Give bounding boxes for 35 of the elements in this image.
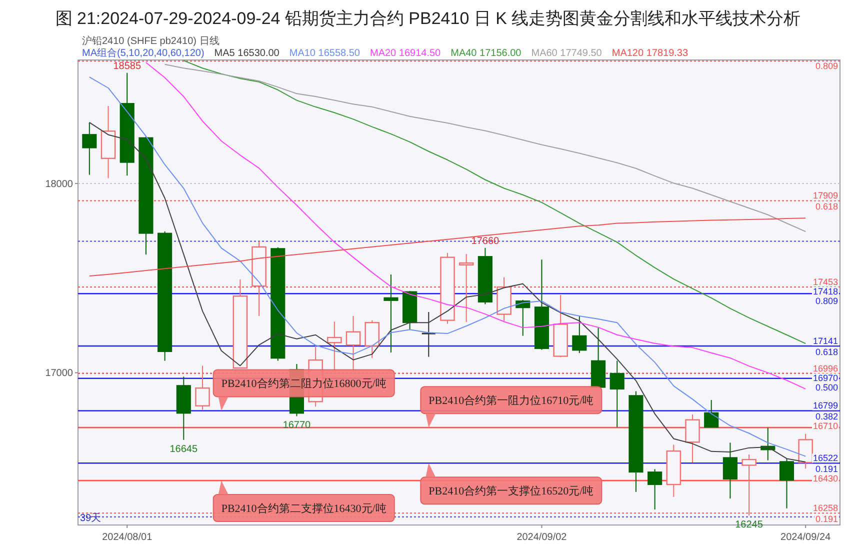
text: MA60 17749.50 bbox=[531, 48, 602, 59]
annotation: 0.809 bbox=[815, 61, 838, 71]
annotation: 16245 bbox=[735, 520, 764, 531]
ref-line-label: 17909 0.618 bbox=[812, 190, 838, 212]
text: MA10 16558.50 bbox=[289, 48, 360, 59]
text: MA5 16530.00 bbox=[214, 48, 280, 59]
annotation: 18585 bbox=[113, 60, 142, 72]
annotation: PB2410合约第一支撑位16520元/吨 bbox=[428, 484, 594, 498]
text: MA120 17819.33 bbox=[612, 48, 688, 59]
chart-title: 图 21:2024-07-29-2024-09-24 铅期货主力合约 PB2410 日 K 线走势图黄金分割线和水平线技术分析 bbox=[55, 9, 801, 28]
annotation: 17660 bbox=[471, 236, 500, 247]
y-tick-label: 17000 bbox=[45, 368, 74, 380]
annotation: PB2410合约第二阻力位16800元/吨 bbox=[221, 377, 386, 390]
x-tick-label: 2024/09/24 bbox=[780, 532, 832, 543]
text: MA40 17156.00 bbox=[450, 48, 522, 59]
chart-subtitle: 沪铅2410 (SHFE pb2410) 日线 bbox=[82, 35, 220, 47]
x-tick-label: 2024/08/01 bbox=[102, 532, 153, 543]
ref-line-label: 16710 bbox=[812, 421, 838, 432]
annotation: 16645 bbox=[170, 444, 198, 455]
ref-line-label: 16970 0.500 bbox=[812, 372, 838, 392]
ref-line-label: 16996 bbox=[812, 363, 838, 374]
ref-line-label: 17453 bbox=[812, 277, 838, 288]
legend-title: MA组合(5,10,20,40,60,120) bbox=[82, 47, 204, 59]
ref-line-label: 17141 0.618 bbox=[812, 336, 838, 358]
ref-line-label: 16522 0.191 bbox=[812, 453, 838, 474]
x-tick-label: 2024/09/02 bbox=[516, 532, 568, 543]
ref-line-label: 16430 bbox=[812, 474, 838, 484]
y-tick-label: 18000 bbox=[45, 179, 74, 190]
annotation: PB2410合约第一阻力位16710元/吨 bbox=[428, 394, 594, 408]
annotation: PB2410合约第二支撑位16430元/吨 bbox=[221, 502, 386, 516]
annotation: 39天 bbox=[80, 513, 102, 524]
ref-line-label: 17418 0.809 bbox=[812, 286, 838, 306]
ref-line-label: 16799 0.382 bbox=[812, 400, 838, 422]
text: MA20 16914.50 bbox=[370, 48, 442, 59]
ref-line-label: 16258 0.191 bbox=[812, 503, 838, 524]
